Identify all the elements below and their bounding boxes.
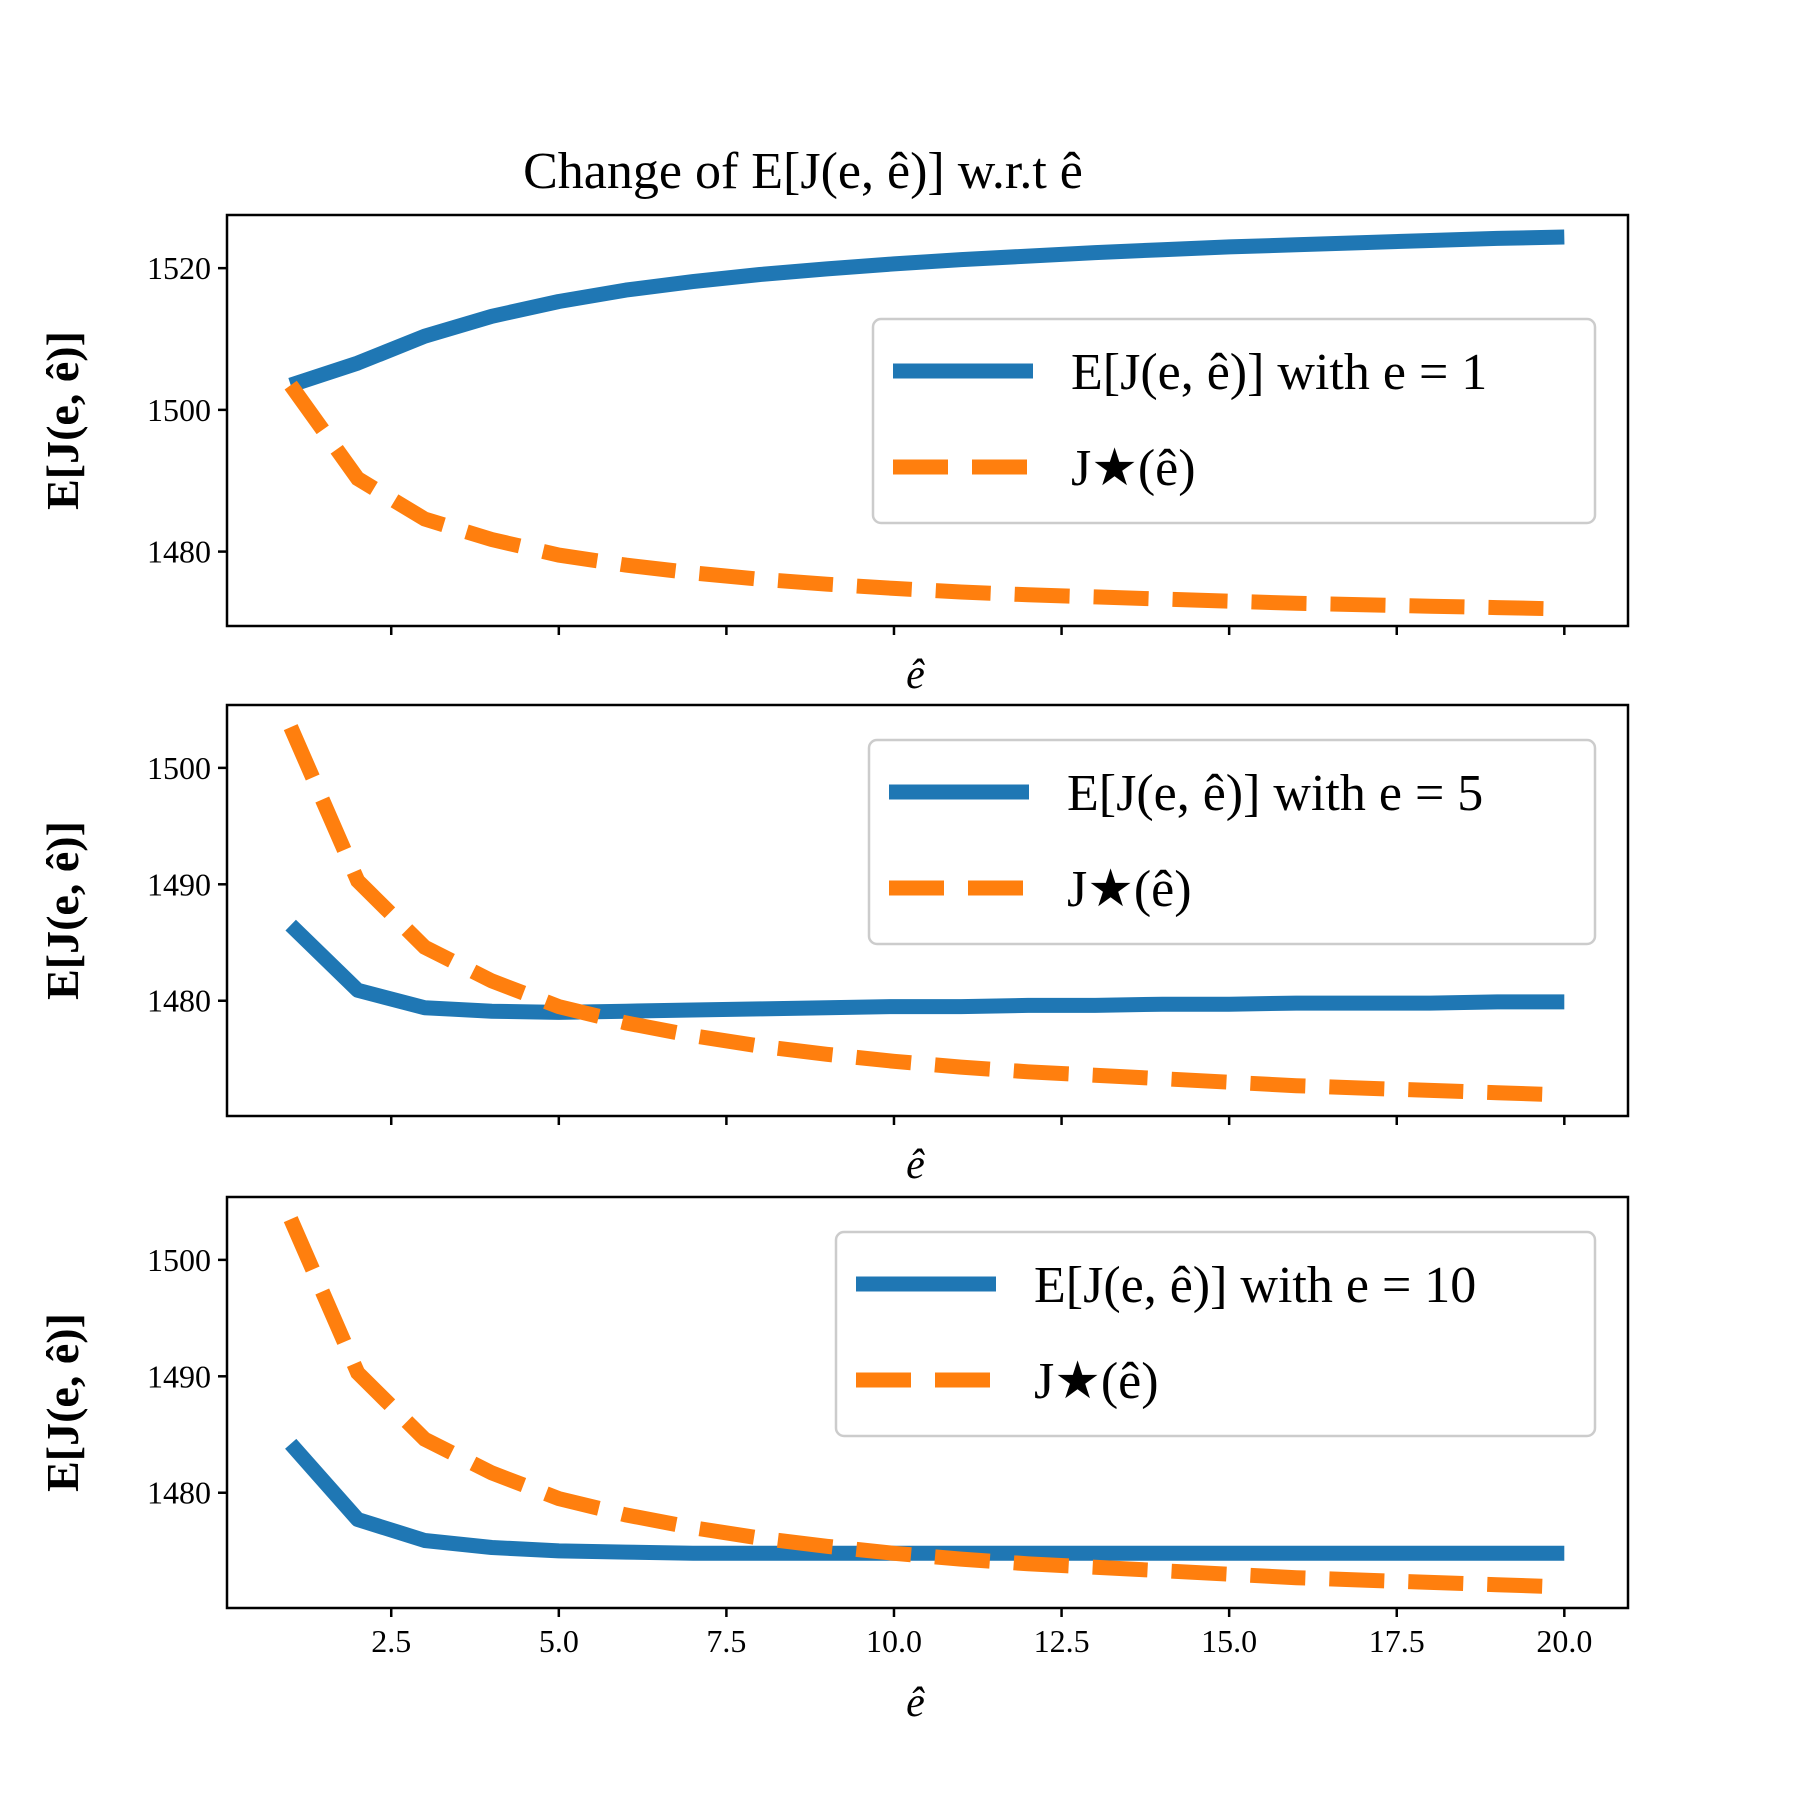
y-tick-label: 1500 [147, 1242, 211, 1278]
x-tick-label: 5.0 [539, 1623, 579, 1659]
y-tick-label: 1490 [147, 866, 211, 902]
x-axis-label: ê [906, 1142, 925, 1188]
figure-title: Change of E[J(e, ê)] w.r.t ê [523, 143, 1083, 200]
series-line-optimal-cost [283, 1216, 1565, 1595]
legend-box [834, 1230, 1597, 1438]
axes-frame [225, 1195, 1630, 1610]
y-tick-label: 1520 [147, 250, 211, 286]
y-tick-label: 1480 [147, 1475, 211, 1511]
legend-label: E[J(e, ê)] with e = 10 [1034, 1257, 1476, 1314]
legend-box [867, 738, 1597, 946]
x-axis-label: ê [906, 652, 925, 698]
x-tick-label: 10.0 [866, 1623, 922, 1659]
y-tick-label: 1480 [147, 983, 211, 1019]
legend-label: E[J(e, ê)] with e = 5 [1067, 765, 1483, 822]
series-line-expected-cost [285, 919, 1565, 1020]
subplots: 1480 1500 1520 ê E[J(e, ê)] E[J(e, ê)] with e… [37, 213, 1630, 1726]
series-line-expected-cost [285, 1438, 1565, 1561]
x-tick-label: 7.5 [706, 1623, 746, 1659]
x-axis-label: ê [906, 1680, 925, 1726]
legend: E[J(e, ê)] with e = 5 J★(ê) [867, 738, 1597, 946]
series-line-optimal-cost [284, 380, 1565, 617]
y-tick-label: 1500 [147, 392, 211, 428]
legend-label: J★(ê) [1071, 440, 1196, 497]
subplot-1: 1480 1500 1520 ê E[J(e, ê)] E[J(e, ê)] with e… [37, 213, 1630, 698]
legend-label: J★(ê) [1034, 1353, 1159, 1410]
series-line-expected-cost [288, 229, 1565, 393]
x-tick-label: 15.0 [1201, 1623, 1257, 1659]
subplot-2: 1480 1490 1500 ê E[J(e, ê)] E[J(e, ê)] with e… [37, 703, 1630, 1188]
x-tick-label: 20.0 [1536, 1623, 1592, 1659]
axes-frame [225, 213, 1630, 628]
x-tick-label: 12.5 [1034, 1623, 1090, 1659]
axes-frame [225, 703, 1630, 1118]
x-tick-label: 2.5 [371, 1623, 411, 1659]
y-tick-label: 1500 [147, 750, 211, 786]
y-tick-label: 1490 [147, 1358, 211, 1394]
legend: E[J(e, ê)] with e = 1 J★(ê) [871, 317, 1597, 525]
y-axis-label: E[J(e, ê)] [37, 331, 88, 510]
y-axis-label: E[J(e, ê)] [37, 821, 88, 1000]
y-tick-label: 1480 [147, 534, 211, 570]
series-line-optimal-cost [283, 724, 1565, 1103]
y-axis-label: E[J(e, ê)] [37, 1313, 88, 1492]
legend: E[J(e, ê)] with e = 10 J★(ê) [834, 1230, 1597, 1438]
legend-box [871, 317, 1597, 525]
subplot-3: 2.5 5.0 7.5 10.0 12.5 15.0 17.5 20.0 1480 1490 150… [37, 1195, 1630, 1726]
legend-label: J★(ê) [1067, 861, 1192, 918]
x-tick-label: 17.5 [1369, 1623, 1425, 1659]
legend-label: E[J(e, ê)] with e = 1 [1071, 344, 1487, 401]
